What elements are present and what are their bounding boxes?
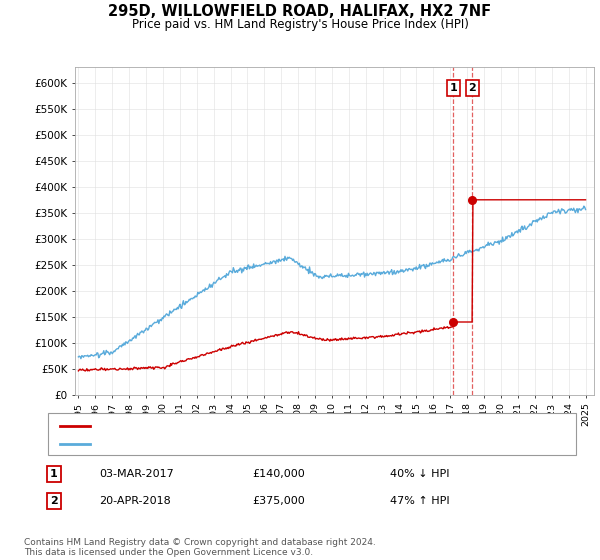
Text: 2: 2	[50, 496, 58, 506]
Text: 20-APR-2018: 20-APR-2018	[99, 496, 171, 506]
Text: £140,000: £140,000	[252, 469, 305, 479]
Text: Price paid vs. HM Land Registry's House Price Index (HPI): Price paid vs. HM Land Registry's House …	[131, 18, 469, 31]
Text: HPI: Average price, detached house, Calderdale: HPI: Average price, detached house, Cald…	[99, 439, 348, 449]
Text: 1: 1	[50, 469, 58, 479]
Text: 40% ↓ HPI: 40% ↓ HPI	[390, 469, 449, 479]
Text: £375,000: £375,000	[252, 496, 305, 506]
Text: 295D, WILLOWFIELD ROAD, HALIFAX, HX2 7NF: 295D, WILLOWFIELD ROAD, HALIFAX, HX2 7NF	[109, 4, 491, 19]
Text: 1: 1	[449, 83, 457, 93]
Text: 03-MAR-2017: 03-MAR-2017	[99, 469, 174, 479]
Text: Contains HM Land Registry data © Crown copyright and database right 2024.
This d: Contains HM Land Registry data © Crown c…	[24, 538, 376, 557]
Text: 2: 2	[469, 83, 476, 93]
Text: 295D, WILLOWFIELD ROAD, HALIFAX, HX2 7NF (detached house): 295D, WILLOWFIELD ROAD, HALIFAX, HX2 7NF…	[99, 421, 435, 431]
Text: 47% ↑ HPI: 47% ↑ HPI	[390, 496, 449, 506]
